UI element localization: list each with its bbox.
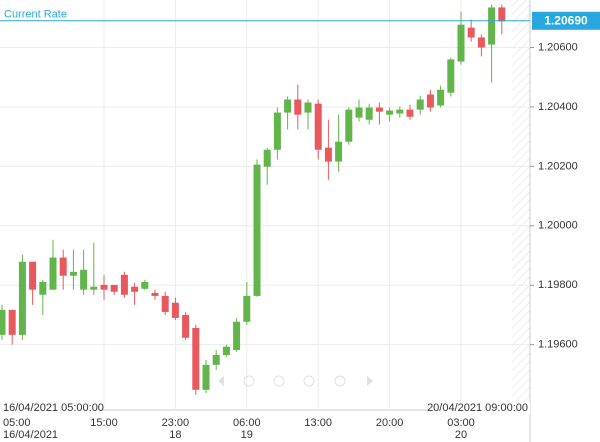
candle-body <box>192 328 200 390</box>
y-tick-label: 1.19800 <box>538 279 578 291</box>
candle-body <box>131 286 139 292</box>
y-tick-label: 1.20600 <box>538 41 578 53</box>
range-label-start: 16/04/2021 05:00:00 <box>3 402 104 414</box>
current-rate-label: 1.20690 <box>544 13 588 27</box>
range-label-bg <box>430 402 530 415</box>
candle-body <box>416 99 424 110</box>
candle-body <box>467 27 475 38</box>
candle-body <box>365 107 373 120</box>
candle-body <box>110 284 118 292</box>
candle-body <box>345 109 353 142</box>
plot <box>0 0 534 410</box>
candle-body <box>335 141 343 162</box>
candle-body <box>375 107 383 112</box>
candle-body <box>304 102 312 113</box>
y-tick-label: 1.19600 <box>538 339 578 351</box>
range-label-end: 20/04/2021 09:00:00 <box>427 402 528 414</box>
candle-body <box>69 271 77 276</box>
candle-body <box>100 284 108 290</box>
candle-body <box>0 309 6 335</box>
candle-body <box>447 59 455 93</box>
current-rate-title: Current Rate <box>4 9 67 21</box>
candle-body <box>8 309 16 335</box>
x-date-label: 16/04/2021 <box>3 429 58 441</box>
candle-body <box>90 286 98 290</box>
candle-body <box>222 346 230 356</box>
candle-body <box>263 149 271 167</box>
candle-body <box>324 147 332 162</box>
candle-body <box>284 99 292 113</box>
candle-body <box>396 109 404 114</box>
y-tick-label: 1.20400 <box>538 101 578 113</box>
x-tick-label: 03:00 <box>447 417 475 429</box>
nav-icon <box>218 376 224 386</box>
current-rate-box <box>532 11 600 30</box>
overlay: 1.20600 1.20400 1.20200 1.20000 1.19800 1.196… <box>0 9 600 441</box>
candle-body <box>477 37 485 48</box>
candle-body <box>151 292 159 296</box>
nav-icon <box>367 376 373 386</box>
nav-icon <box>273 375 285 387</box>
candle-body <box>294 99 302 115</box>
candle-body <box>457 24 465 62</box>
candle-body <box>161 295 169 312</box>
range-label-bg <box>0 402 100 415</box>
y-tick-label: 1.20000 <box>538 220 578 232</box>
x-tick-label: 13:00 <box>304 417 332 429</box>
candle-body <box>253 164 261 296</box>
nav-icon <box>243 375 255 387</box>
candle-body <box>49 257 57 290</box>
candle-body <box>212 355 220 365</box>
future-area <box>512 0 530 410</box>
x-tick-label: 20:00 <box>376 417 404 429</box>
candle-body <box>314 103 322 150</box>
candle-body <box>202 364 210 390</box>
candle-body <box>355 107 363 118</box>
nav-icons <box>218 375 373 387</box>
x-tick-label: 05:00 <box>3 417 31 429</box>
candle-body <box>182 314 190 338</box>
candle-body <box>386 110 394 115</box>
nav-icon <box>334 375 346 387</box>
nav-icon <box>303 375 315 387</box>
candle-body <box>18 261 26 335</box>
candle-body <box>426 94 434 108</box>
candle-body <box>498 7 506 22</box>
candle-body <box>437 89 445 106</box>
candle-body <box>120 274 128 295</box>
candle-body <box>488 7 496 45</box>
candle-body <box>141 281 149 289</box>
x-date-label: 20 <box>455 429 467 441</box>
candle-body <box>171 302 179 318</box>
y-tick-label: 1.20200 <box>538 160 578 172</box>
x-tick-label: 06:00 <box>233 417 261 429</box>
candle-body <box>243 295 251 322</box>
x-tick-label: 23:00 <box>162 417 190 429</box>
candle-body <box>406 109 414 117</box>
x-date-label: 19 <box>241 429 253 441</box>
x-date-label: 18 <box>169 429 181 441</box>
candle-body <box>80 269 88 290</box>
candle-body <box>29 261 37 290</box>
candle-body <box>59 257 67 276</box>
candle-body <box>233 321 241 350</box>
candle-body <box>39 281 47 295</box>
candle-body <box>273 112 281 150</box>
x-tick-label: 15:00 <box>90 417 118 429</box>
